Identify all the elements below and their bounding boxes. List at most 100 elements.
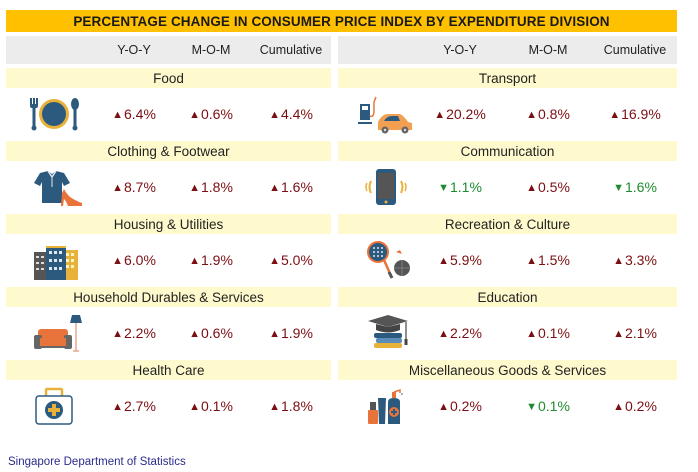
right-panel: Y-O-Y M-O-M Cumulative Transport ▲20.2% …	[338, 36, 677, 433]
communication-cumulative: ▼1.6%	[613, 179, 657, 195]
arrow-up-icon: ▲	[189, 255, 200, 267]
arrow-up-icon: ▲	[269, 182, 280, 194]
arrow-up-icon: ▲	[269, 401, 280, 413]
column-header-mom: M-O-M	[191, 43, 231, 57]
arrow-up-icon: ▲	[189, 401, 200, 413]
category-miscellaneous: Miscellaneous Goods & Services	[338, 360, 677, 380]
graduation-books-icon	[368, 315, 408, 348]
category-household-durables: Household Durables & Services	[6, 287, 331, 307]
arrow-up-icon: ▲	[438, 328, 449, 340]
arrow-up-icon: ▲	[526, 109, 537, 121]
misc-cumulative: ▲0.2%	[613, 398, 657, 414]
arrow-up-icon: ▲	[189, 109, 200, 121]
arrow-up-icon: ▲	[526, 182, 537, 194]
category-clothing-footwear: Clothing & Footwear	[6, 141, 331, 161]
transport-yoy: ▲20.2%	[434, 106, 486, 122]
arrow-down-icon: ▼	[526, 401, 537, 413]
housing-mom: ▲1.9%	[189, 252, 233, 268]
arrow-up-icon: ▲	[112, 401, 123, 413]
category-row-household-durables: ▲2.2% ▲0.6% ▲1.9%	[6, 307, 331, 360]
arrow-down-icon: ▼	[613, 182, 624, 194]
category-row-health-care: ▲2.7% ▲0.1% ▲1.8%	[6, 380, 331, 433]
clothing-yoy: ▲8.7%	[112, 179, 156, 195]
arrow-up-icon: ▲	[613, 328, 624, 340]
arrow-up-icon: ▲	[269, 109, 280, 121]
transport-mom: ▲0.8%	[526, 106, 570, 122]
household-yoy: ▲2.2%	[112, 325, 156, 341]
recreation-yoy: ▲5.9%	[438, 252, 482, 268]
communication-mom: ▲0.5%	[526, 179, 570, 195]
education-yoy: ▲2.2%	[438, 325, 482, 341]
category-row-miscellaneous: ▲0.2% ▼0.1% ▲0.2%	[338, 380, 677, 433]
housing-yoy: ▲6.0%	[112, 252, 156, 268]
recreation-cumulative: ▲3.3%	[613, 252, 657, 268]
category-housing-utilities: Housing & Utilities	[6, 214, 331, 234]
medical-kit-icon	[35, 387, 73, 425]
arrow-up-icon: ▲	[112, 109, 123, 121]
clothing-cumulative: ▲1.6%	[269, 179, 313, 195]
arrow-up-icon: ▲	[112, 255, 123, 267]
housing-cumulative: ▲5.0%	[269, 252, 313, 268]
left-panel: Y-O-Y M-O-M Cumulative Food ▲6.4% ▲0.6% …	[6, 36, 331, 433]
category-communication: Communication	[338, 141, 677, 161]
sofa-lamp-icon	[34, 315, 82, 352]
shirt-heel-icon	[34, 170, 82, 206]
food-mom: ▲0.6%	[189, 106, 233, 122]
communication-yoy: ▼1.1%	[438, 179, 482, 195]
misc-mom: ▼0.1%	[526, 398, 570, 414]
category-food: Food	[6, 68, 331, 88]
arrow-up-icon: ▲	[613, 255, 624, 267]
category-row-recreation-culture: ▲5.9% ▲1.5% ▲3.3%	[338, 234, 677, 287]
category-education: Education	[338, 287, 677, 307]
arrow-up-icon: ▲	[526, 255, 537, 267]
health-yoy: ▲2.7%	[112, 398, 156, 414]
misc-yoy: ▲0.2%	[438, 398, 482, 414]
column-header-yoy: Y-O-Y	[443, 43, 477, 57]
clothing-mom: ▲1.8%	[189, 179, 233, 195]
household-cumulative: ▲1.9%	[269, 325, 313, 341]
title-banner: PERCENTAGE CHANGE IN CONSUMER PRICE INDE…	[6, 10, 677, 32]
arrow-up-icon: ▲	[609, 109, 621, 121]
category-row-clothing-footwear: ▲8.7% ▲1.8% ▲1.6%	[6, 161, 331, 214]
transport-cumulative: ▲16.9%	[609, 106, 661, 122]
education-cumulative: ▲2.1%	[613, 325, 657, 341]
fuel-car-icon	[358, 96, 412, 134]
source-footer: Singapore Department of Statistics	[8, 456, 186, 468]
column-header-yoy: Y-O-Y	[117, 43, 151, 57]
smartphone-icon	[365, 169, 407, 205]
health-cumulative: ▲1.8%	[269, 398, 313, 414]
category-row-transport: ▲20.2% ▲0.8% ▲16.9%	[338, 88, 677, 141]
arrow-up-icon: ▲	[112, 182, 123, 194]
arrow-down-icon: ▼	[438, 182, 449, 194]
arrow-up-icon: ▲	[434, 109, 446, 121]
recreation-mom: ▲1.5%	[526, 252, 570, 268]
racket-ball-icon	[367, 241, 410, 279]
plate-cutlery-icon	[30, 98, 79, 131]
education-mom: ▲0.1%	[526, 325, 570, 341]
column-header-cumulative: Cumulative	[259, 43, 323, 57]
arrow-up-icon: ▲	[438, 401, 449, 413]
category-transport: Transport	[338, 68, 677, 88]
arrow-up-icon: ▲	[112, 328, 123, 340]
food-yoy: ▲6.4%	[112, 106, 156, 122]
household-mom: ▲0.6%	[189, 325, 233, 341]
arrow-up-icon: ▲	[613, 401, 624, 413]
food-cumulative: ▲4.4%	[269, 106, 313, 122]
health-mom: ▲0.1%	[189, 398, 233, 414]
category-recreation-culture: Recreation & Culture	[338, 214, 677, 234]
column-header-cumulative: Cumulative	[603, 43, 667, 57]
buildings-icon	[34, 246, 78, 280]
arrow-up-icon: ▲	[189, 182, 200, 194]
arrow-up-icon: ▲	[189, 328, 200, 340]
arrow-up-icon: ▲	[438, 255, 449, 267]
category-row-communication: ▼1.1% ▲0.5% ▼1.6%	[338, 161, 677, 214]
arrow-up-icon: ▲	[269, 255, 280, 267]
column-header-row: Y-O-Y M-O-M Cumulative	[6, 36, 331, 64]
toiletries-icon	[368, 388, 403, 424]
category-row-food: ▲6.4% ▲0.6% ▲4.4%	[6, 88, 331, 141]
arrow-up-icon: ▲	[526, 328, 537, 340]
category-row-education: ▲2.2% ▲0.1% ▲2.1%	[338, 307, 677, 360]
category-row-housing-utilities: ▲6.0% ▲1.9% ▲5.0%	[6, 234, 331, 287]
column-header-mom: M-O-M	[528, 43, 568, 57]
category-health-care: Health Care	[6, 360, 331, 380]
